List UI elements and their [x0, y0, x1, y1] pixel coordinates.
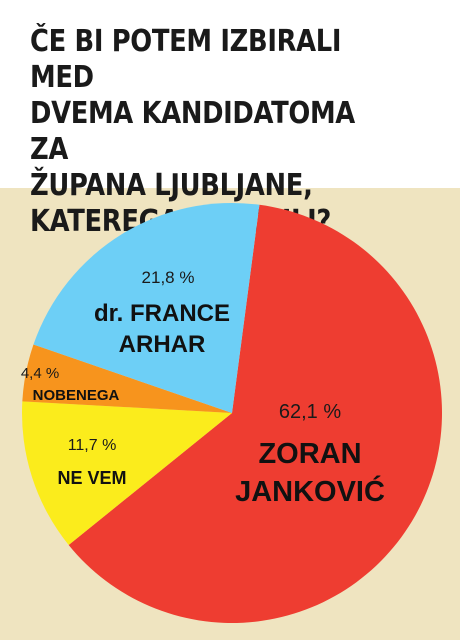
slice-label-france-arhar: ARHAR — [119, 331, 206, 358]
pie-slice-zoran-jankovic — [68, 204, 442, 624]
pie-slice-ne-vem — [21, 401, 232, 545]
pie-chart: 62,1 % ZORAN JANKOVIĆ 11,7 % NE VEM 4,4 % NOBE… — [0, 188, 460, 640]
slice-value-zoran-jankovic: 62,1 % — [279, 401, 341, 423]
slice-label-france-arhar: dr. FRANCE — [94, 300, 230, 327]
slice-value-nobenega: 4,4 % — [21, 365, 59, 382]
slice-value-france-arhar: 21,8 % — [142, 268, 195, 287]
pie-chart-svg: 62,1 % ZORAN JANKOVIĆ 11,7 % NE VEM 4,4 % NOBE… — [21, 203, 442, 624]
pie-slice-france-arhar — [33, 203, 260, 413]
slice-label-nobenega: NOBENEGA — [33, 387, 120, 404]
slice-label-zoran-jankovic: JANKOVIĆ — [235, 474, 385, 508]
pie-slice-nobenega — [22, 344, 232, 413]
slice-label-ne-vem: NE VEM — [57, 468, 126, 488]
slice-label-zoran-jankovic: ZORAN — [258, 438, 361, 470]
slice-value-ne-vem: 11,7 % — [68, 437, 117, 454]
header: ČE BI POTEM IZBIRALI MED DVEMA KANDIDATO… — [0, 0, 460, 239]
